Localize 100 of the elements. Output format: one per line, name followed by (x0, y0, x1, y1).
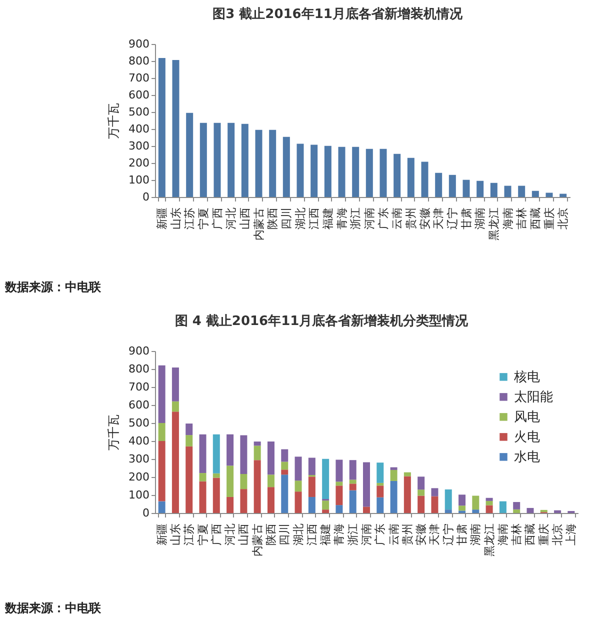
bar (241, 124, 248, 197)
bar (226, 434, 234, 466)
bar (158, 501, 166, 513)
x-tick-label: 新疆 (155, 208, 168, 230)
x-tick-label: 吉林 (515, 208, 528, 230)
legend-label: 水电 (514, 450, 540, 465)
bar (462, 180, 470, 197)
bar (526, 508, 534, 513)
x-tick-label: 江西 (308, 208, 321, 230)
bar (214, 122, 221, 197)
bar (308, 458, 316, 476)
bar (172, 412, 179, 513)
legend-label: 火电 (514, 430, 540, 445)
bar (186, 112, 194, 197)
bar (281, 470, 288, 475)
bar (458, 506, 466, 511)
x-tick-label: 海南 (496, 524, 510, 546)
bar (435, 172, 442, 197)
y-axis-title: 万千瓦 (106, 414, 121, 450)
x-tick-label: 陕西 (266, 208, 280, 230)
bar (349, 484, 356, 490)
y-tick-label: 800 (128, 362, 150, 376)
bar (199, 473, 206, 482)
bar (267, 487, 274, 513)
bar (322, 458, 330, 499)
legend-label: 核电 (513, 370, 540, 385)
x-tick-label: 广西 (210, 524, 223, 546)
bar (444, 510, 452, 513)
x-tick-label: 甘肃 (456, 524, 469, 546)
bar (172, 368, 179, 402)
bar (212, 478, 220, 513)
bar (240, 489, 248, 513)
y-tick-label: 200 (128, 156, 150, 170)
y-tick-label: 500 (128, 106, 150, 118)
bar (444, 489, 452, 510)
x-tick-label: 安徽 (418, 208, 432, 230)
bar (546, 192, 553, 197)
bar (172, 60, 180, 197)
y-tick-label: 300 (128, 140, 150, 152)
bar (322, 510, 330, 513)
bar (390, 467, 398, 470)
x-tick-label: 海南 (501, 208, 514, 230)
bar (366, 148, 373, 197)
y-tick-label: 500 (128, 416, 150, 430)
x-tick-label: 甘肃 (460, 208, 473, 230)
bar (281, 462, 288, 470)
x-tick-label: 辽宁 (442, 524, 455, 546)
x-tick-label: 四川 (280, 208, 293, 230)
bar (281, 449, 288, 462)
bar (158, 365, 166, 423)
bar (363, 506, 370, 513)
x-tick-label: 北京 (556, 208, 570, 230)
bar (308, 476, 316, 497)
bar (418, 490, 425, 496)
y-tick-label: 0 (142, 506, 150, 520)
y-tick-label: 800 (128, 54, 150, 68)
bar (254, 442, 261, 446)
x-tick-label: 天津 (432, 208, 446, 230)
x-tick-label: 宁夏 (196, 524, 210, 546)
x-tick-label: 福建 (319, 524, 332, 546)
x-tick-label: 江西 (305, 524, 318, 546)
x-tick-label: 西藏 (524, 524, 537, 546)
bar (172, 401, 179, 412)
bar (404, 472, 411, 476)
x-tick-label: 上海 (564, 524, 578, 546)
x-tick-label: 贵州 (400, 524, 414, 546)
x-tick-label: 山东 (169, 208, 182, 230)
x-tick-label: 湖北 (294, 208, 307, 230)
bar (254, 460, 261, 513)
y-tick-label: 900 (128, 38, 150, 50)
bar (228, 122, 235, 197)
x-tick-label: 广东 (374, 524, 387, 546)
bar (513, 509, 520, 513)
bar (418, 496, 425, 513)
bar (324, 146, 332, 197)
bar (296, 144, 304, 197)
bar (560, 194, 567, 197)
bar (226, 496, 234, 513)
x-tick-label: 黑龙江 (487, 208, 500, 240)
y-tick-label: 600 (128, 88, 150, 102)
bar (310, 144, 318, 197)
x-tick-label: 安徽 (414, 524, 428, 546)
x-tick-label: 云南 (390, 208, 404, 230)
x-tick-label: 贵州 (404, 208, 418, 230)
bar (380, 148, 387, 197)
x-tick-label: 湖南 (474, 208, 487, 230)
bar (294, 456, 302, 481)
y-tick-label: 300 (128, 452, 150, 466)
y-tick-label: 400 (128, 434, 150, 448)
y-tick-label: 600 (128, 398, 150, 412)
source-note: 数据来源：中电联 (4, 601, 102, 615)
x-tick-label: 内蒙古 (250, 524, 264, 556)
y-tick-label: 100 (128, 174, 150, 186)
y-tick-label: 200 (128, 470, 150, 484)
y-tick-label: 100 (128, 488, 150, 502)
bar (254, 446, 261, 460)
bar (376, 482, 384, 486)
x-tick-label: 云南 (387, 524, 400, 546)
bar (486, 498, 493, 501)
bar (294, 492, 302, 513)
